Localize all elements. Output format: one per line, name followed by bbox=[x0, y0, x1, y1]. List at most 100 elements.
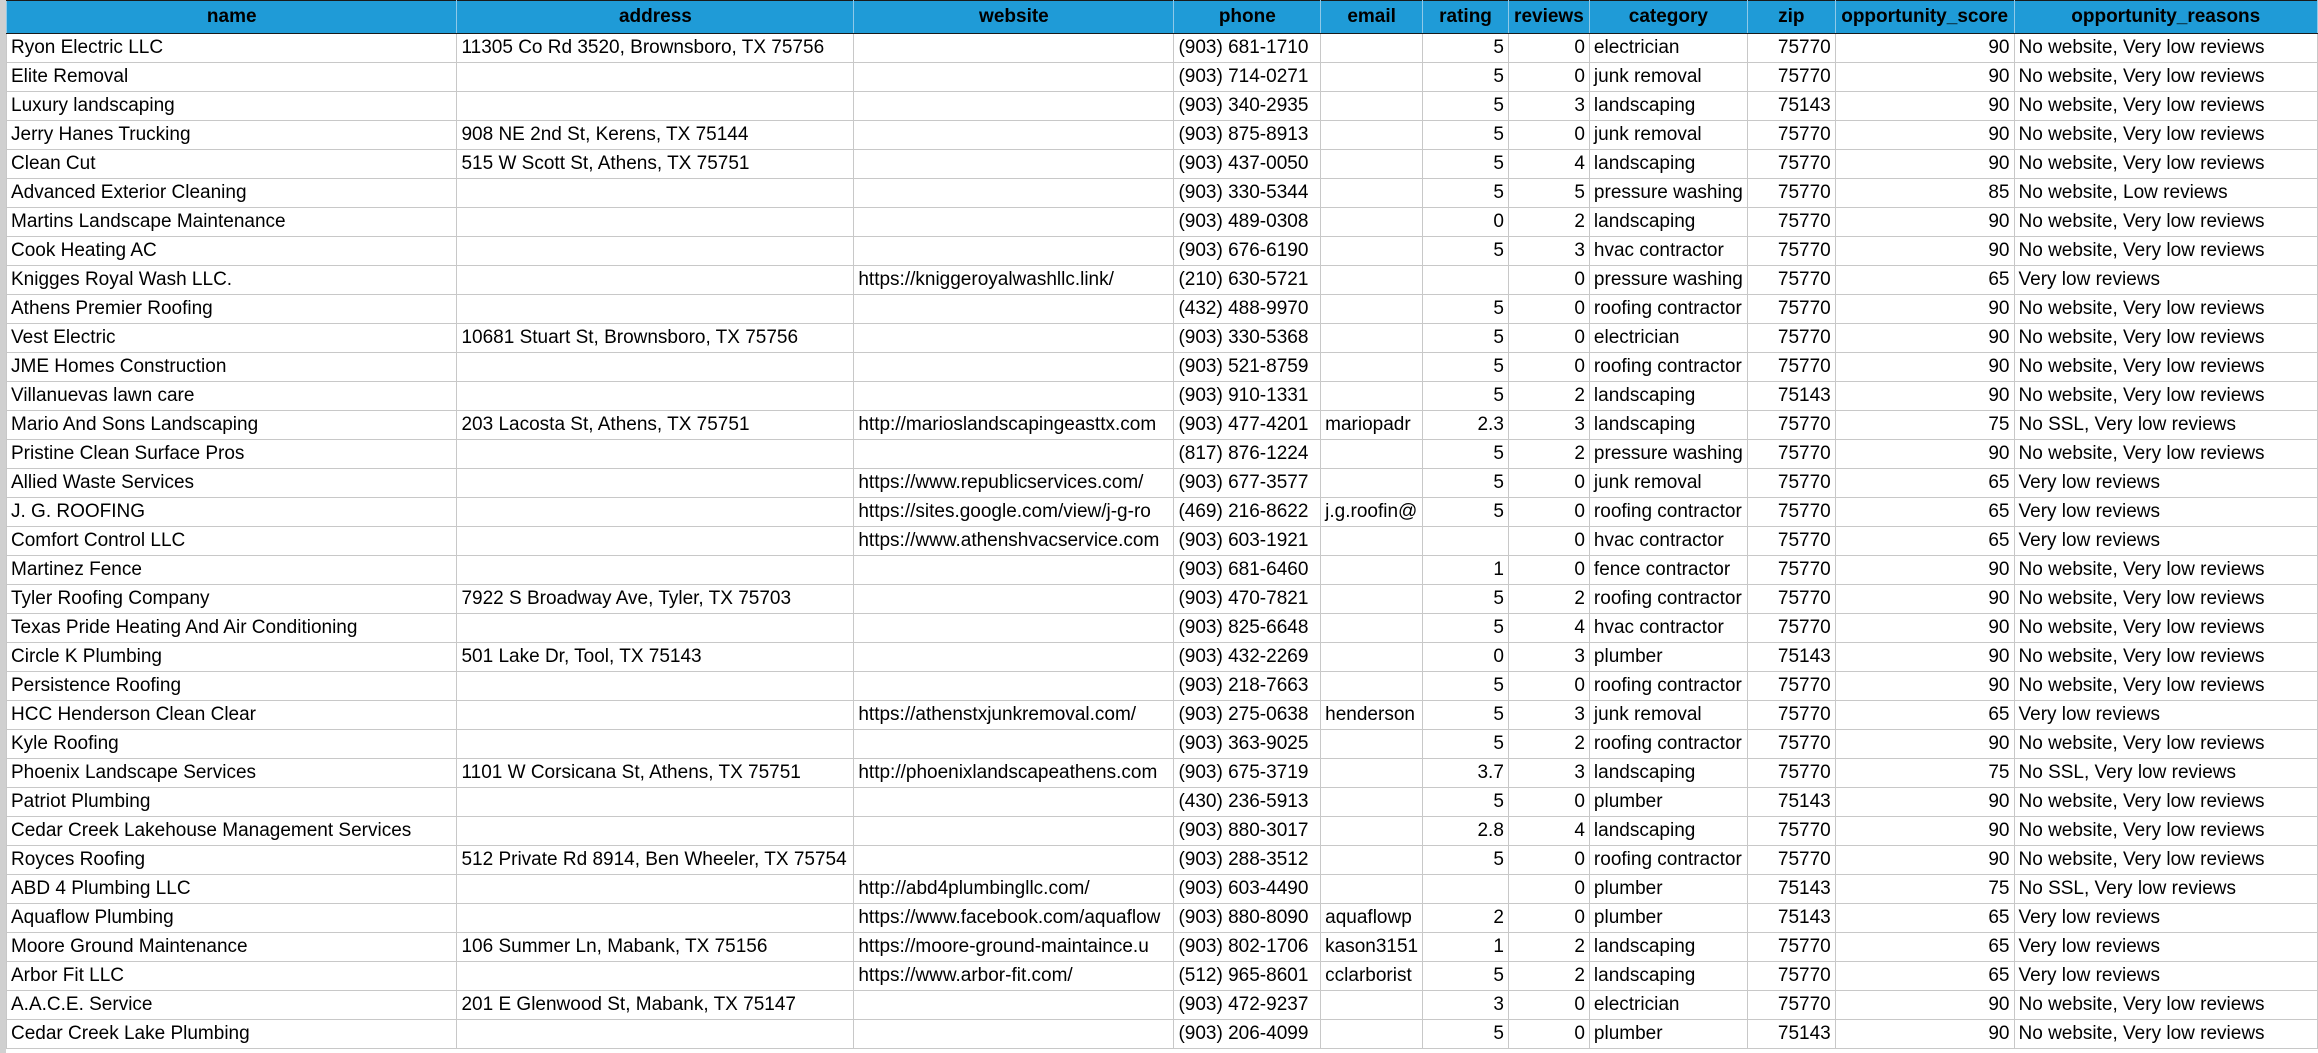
cell: https://www.arbor-fit.com/ bbox=[853, 961, 1175, 991]
cell: Knigges Royal Wash LLC. bbox=[6, 265, 458, 295]
cell bbox=[1320, 671, 1424, 701]
cell: junk removal bbox=[1588, 62, 1748, 92]
cell: 1 bbox=[1422, 932, 1509, 962]
cell: 90 bbox=[1834, 236, 2015, 266]
cell: https://www.athenshvacservice.com bbox=[853, 526, 1175, 556]
cell: Very low reviews bbox=[2013, 961, 2318, 991]
cell: Cedar Creek Lake Plumbing bbox=[6, 1019, 458, 1049]
cell: 3 bbox=[1507, 700, 1590, 730]
cell bbox=[1320, 178, 1424, 208]
column-header: rating bbox=[1422, 0, 1509, 34]
cell: http://abd4plumbingllc.com/ bbox=[853, 874, 1175, 904]
cell: 75770 bbox=[1746, 468, 1836, 498]
cell bbox=[853, 1019, 1175, 1049]
cell: 0 bbox=[1507, 33, 1590, 63]
cell: 90 bbox=[1834, 33, 2015, 63]
cell: No website, Very low reviews bbox=[2013, 990, 2318, 1020]
column-header: category bbox=[1588, 0, 1748, 34]
cell: 75770 bbox=[1746, 236, 1836, 266]
cell: Comfort Control LLC bbox=[6, 526, 458, 556]
cell: No website, Very low reviews bbox=[2013, 1019, 2318, 1049]
cell: No website, Very low reviews bbox=[2013, 671, 2318, 701]
cell: No website, Very low reviews bbox=[2013, 787, 2318, 817]
cell: Cedar Creek Lakehouse Management Service… bbox=[6, 816, 458, 846]
cell: No website, Very low reviews bbox=[2013, 62, 2318, 92]
table-row: Allied Waste Services https://www.republi… bbox=[6, 468, 2318, 498]
cell: 75770 bbox=[1746, 294, 1836, 324]
cell: 5 bbox=[1422, 584, 1509, 614]
cell: 75770 bbox=[1746, 178, 1836, 208]
cell: 75770 bbox=[1746, 410, 1836, 440]
cell bbox=[853, 381, 1175, 411]
cell: 5 bbox=[1422, 149, 1509, 179]
cell: 2.3 bbox=[1422, 410, 1509, 440]
cell: Moore Ground Maintenance bbox=[6, 932, 458, 962]
cell: No website, Very low reviews bbox=[2013, 555, 2318, 585]
cell bbox=[1320, 555, 1424, 585]
cell: j.g.roofin@ bbox=[1320, 497, 1424, 527]
cell: JME Homes Construction bbox=[6, 352, 458, 382]
cell bbox=[456, 1019, 855, 1049]
table-row: Martinez Fence (903) 681-6460 1 0 fence cont… bbox=[6, 555, 2318, 585]
cell: junk removal bbox=[1588, 700, 1748, 730]
cell: plumber bbox=[1588, 903, 1748, 933]
cell bbox=[456, 294, 855, 324]
column-header: name bbox=[6, 0, 458, 34]
cell: No website, Very low reviews bbox=[2013, 294, 2318, 324]
cell: (469) 216-8622 bbox=[1173, 497, 1322, 527]
table-row: Cedar Creek Lake Plumbing (903) 206-4099 5… bbox=[6, 1019, 2318, 1049]
table-row: Luxury landscaping (903) 340-2935 5 3 landsc… bbox=[6, 91, 2318, 121]
cell: 75770 bbox=[1746, 961, 1836, 991]
cell: 2 bbox=[1507, 729, 1590, 759]
cell: Very low reviews bbox=[2013, 700, 2318, 730]
cell: 2 bbox=[1507, 961, 1590, 991]
cell: 90 bbox=[1834, 555, 2015, 585]
cell bbox=[853, 62, 1175, 92]
table-row: Cedar Creek Lakehouse Management Service… bbox=[6, 816, 2318, 846]
cell: plumber bbox=[1588, 642, 1748, 672]
cell: 2 bbox=[1507, 584, 1590, 614]
cell: Persistence Roofing bbox=[6, 671, 458, 701]
cell bbox=[1320, 729, 1424, 759]
cell: 75770 bbox=[1746, 990, 1836, 1020]
cell bbox=[456, 874, 855, 904]
cell: 75143 bbox=[1746, 903, 1836, 933]
cell bbox=[456, 555, 855, 585]
cell bbox=[1320, 149, 1424, 179]
cell bbox=[1320, 845, 1424, 875]
cell: henderson bbox=[1320, 700, 1424, 730]
cell: 75770 bbox=[1746, 439, 1836, 469]
cell: 5 bbox=[1422, 700, 1509, 730]
cell: pressure washing bbox=[1588, 439, 1748, 469]
table-row: Comfort Control LLC https://www.athenshva… bbox=[6, 526, 2318, 556]
cell: 75770 bbox=[1746, 33, 1836, 63]
cell bbox=[456, 700, 855, 730]
cell: 5 bbox=[1422, 120, 1509, 150]
cell: (512) 965-8601 bbox=[1173, 961, 1322, 991]
cell bbox=[853, 816, 1175, 846]
cell bbox=[456, 903, 855, 933]
cell bbox=[853, 613, 1175, 643]
cell: hvac contractor bbox=[1588, 613, 1748, 643]
cell: 75770 bbox=[1746, 845, 1836, 875]
cell: Very low reviews bbox=[2013, 468, 2318, 498]
cell: 90 bbox=[1834, 990, 2015, 1020]
cell: 0 bbox=[1422, 207, 1509, 237]
cell: 75770 bbox=[1746, 758, 1836, 788]
cell: 3.7 bbox=[1422, 758, 1509, 788]
cell bbox=[456, 497, 855, 527]
cell: Royces Roofing bbox=[6, 845, 458, 875]
cell bbox=[1320, 874, 1424, 904]
cell bbox=[1320, 990, 1424, 1020]
cell: fence contractor bbox=[1588, 555, 1748, 585]
cell: 3 bbox=[1507, 236, 1590, 266]
cell bbox=[456, 207, 855, 237]
cell: 75143 bbox=[1746, 874, 1836, 904]
table-row: Martins Landscape Maintenance (903) 489-0… bbox=[6, 207, 2318, 237]
cell: No SSL, Very low reviews bbox=[2013, 410, 2318, 440]
cell: 90 bbox=[1834, 439, 2015, 469]
cell: (430) 236-5913 bbox=[1173, 787, 1322, 817]
cell: (903) 677-3577 bbox=[1173, 468, 1322, 498]
cell: junk removal bbox=[1588, 120, 1748, 150]
cell: 0 bbox=[1507, 555, 1590, 585]
